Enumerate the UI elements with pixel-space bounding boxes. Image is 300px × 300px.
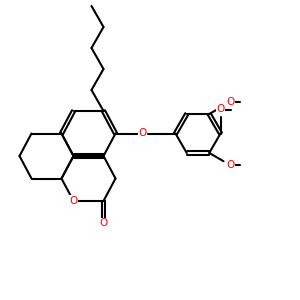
Text: O: O [138, 128, 147, 139]
Text: O: O [99, 218, 108, 229]
Text: O: O [69, 196, 78, 206]
Text: O: O [226, 97, 234, 107]
Text: O: O [226, 160, 234, 170]
Text: O: O [216, 104, 225, 115]
